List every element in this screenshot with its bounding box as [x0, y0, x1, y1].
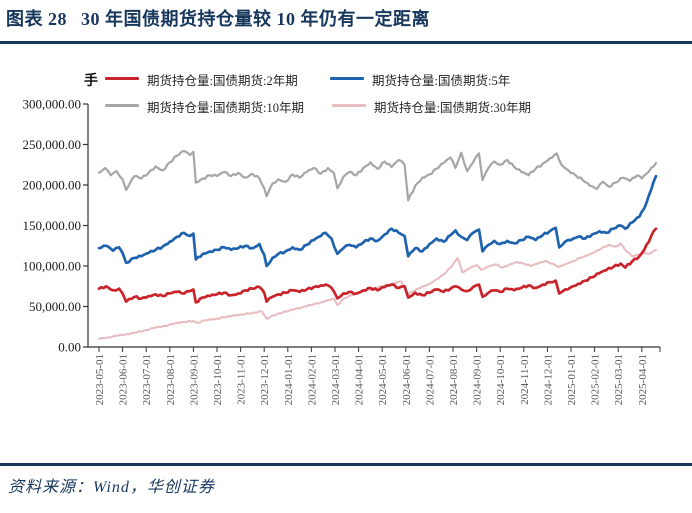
- svg-text:2024-07-01: 2024-07-01: [424, 354, 436, 405]
- svg-text:2023-11-01: 2023-11-01: [236, 354, 248, 405]
- svg-text:2023-08-01: 2023-08-01: [165, 354, 177, 405]
- figure-title-text: 30 年国债期货持仓量较 10 年仍有一定距离: [81, 9, 430, 29]
- svg-text:2024-08-01: 2024-08-01: [448, 354, 460, 405]
- svg-text:100,000.00: 100,000.00: [23, 259, 82, 274]
- line-chart-plot-area: 0.00 50,000.00 100,000.00 150,000.00 200,000…: [23, 97, 661, 405]
- svg-text:2023-09-01: 2023-09-01: [188, 354, 200, 405]
- legend-label-5y: 期货持仓量:国债期货:5年: [372, 74, 511, 88]
- legend-label-30y: 期货持仓量:国债期货:30年期: [374, 101, 531, 115]
- legend-label-10y: 期货持仓量:国债期货:10年期: [147, 101, 304, 115]
- legend-swatch-10y: [105, 104, 139, 107]
- svg-text:2023-10-01: 2023-10-01: [212, 354, 224, 405]
- svg-text:2025-03-01: 2025-03-01: [613, 354, 625, 405]
- footer-divider: [0, 463, 692, 466]
- y-axis-unit-label: 手: [84, 74, 98, 89]
- svg-text:2024-12-01: 2024-12-01: [542, 354, 554, 405]
- svg-text:2023-06-01: 2023-06-01: [118, 354, 130, 405]
- figure-title: 图表 28 30 年国债期货持仓量较 10 年仍有一定距离: [6, 5, 430, 31]
- svg-text:2024-11-01: 2024-11-01: [519, 354, 531, 405]
- source-note: 资料来源：Wind，华创证券: [8, 479, 215, 496]
- figure-label: 图表 28: [6, 9, 67, 29]
- svg-text:2024-10-01: 2024-10-01: [495, 354, 507, 405]
- svg-text:2025-01-01: 2025-01-01: [566, 354, 578, 405]
- title-divider: [0, 41, 692, 44]
- svg-text:200,000.00: 200,000.00: [23, 178, 82, 193]
- svg-text:2024-03-01: 2024-03-01: [330, 354, 342, 405]
- svg-text:250,000.00: 250,000.00: [23, 137, 82, 152]
- svg-text:2025-02-01: 2025-02-01: [590, 354, 602, 405]
- svg-text:2023-05-01: 2023-05-01: [94, 354, 106, 405]
- svg-text:2024-05-01: 2024-05-01: [377, 354, 389, 405]
- svg-text:0.00: 0.00: [58, 340, 81, 355]
- legend-swatch-2y: [105, 77, 139, 80]
- svg-text:2023-12-01: 2023-12-01: [259, 354, 271, 405]
- svg-text:2024-01-01: 2024-01-01: [283, 354, 295, 405]
- svg-text:2024-02-01: 2024-02-01: [306, 354, 318, 405]
- legend-label-2y: 期货持仓量:国债期货:2年期: [147, 74, 298, 88]
- legend-swatch-30y: [332, 104, 366, 107]
- legend-swatch-5y: [330, 77, 364, 80]
- svg-text:2025-04-01: 2025-04-01: [637, 354, 649, 405]
- svg-text:2024-06-01: 2024-06-01: [401, 354, 413, 405]
- svg-text:50,000.00: 50,000.00: [29, 299, 81, 314]
- svg-text:300,000.00: 300,000.00: [23, 97, 82, 112]
- svg-text:2023-07-01: 2023-07-01: [141, 354, 153, 405]
- svg-text:150,000.00: 150,000.00: [23, 218, 82, 233]
- svg-text:2024-09-01: 2024-09-01: [472, 354, 484, 405]
- svg-text:2024-04-01: 2024-04-01: [354, 354, 366, 405]
